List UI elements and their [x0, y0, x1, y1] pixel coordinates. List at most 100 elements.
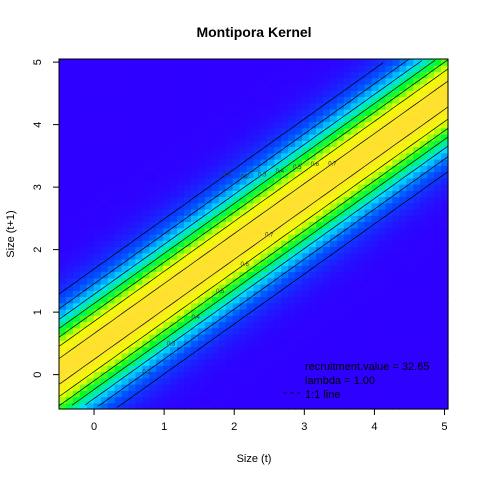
heatmap-cell — [267, 259, 275, 266]
heatmap-cell — [190, 209, 199, 216]
heatmap-cell — [79, 190, 88, 198]
heatmap-cell — [427, 171, 435, 179]
heatmap-cell — [392, 177, 400, 185]
heatmap-cell — [385, 352, 394, 360]
heatmap-cell — [170, 159, 178, 166]
heatmap-cell — [149, 259, 157, 266]
heatmap-cell — [156, 184, 164, 191]
heatmap-cell — [93, 265, 102, 273]
heatmap-cell — [142, 384, 150, 391]
heatmap-cell — [399, 277, 407, 285]
heatmap-cell — [316, 196, 324, 204]
heatmap-cell — [420, 352, 428, 360]
heatmap-cell — [204, 190, 213, 198]
heatmap-cell — [295, 102, 303, 110]
heatmap-cell — [163, 209, 171, 216]
heatmap-cell — [420, 302, 428, 310]
heatmap-cell — [86, 171, 95, 179]
heatmap-cell — [281, 234, 289, 241]
heatmap-cell — [378, 384, 387, 391]
heatmap-cell — [378, 202, 387, 210]
heatmap-cell — [357, 396, 366, 404]
heatmap-cell — [149, 190, 157, 198]
heatmap-cell — [232, 234, 241, 241]
heatmap-cell — [170, 340, 178, 348]
heatmap-cell — [302, 340, 310, 348]
heatmap-cell — [295, 71, 303, 79]
heatmap-cell — [295, 221, 303, 229]
heatmap-cell — [72, 134, 81, 141]
heatmap-cell — [100, 115, 109, 123]
heatmap-cell — [218, 77, 227, 85]
heatmap-cell — [420, 196, 428, 204]
heatmap-cell — [357, 90, 366, 98]
heatmap-cell — [142, 315, 150, 323]
heatmap-cell — [114, 171, 123, 179]
heatmap-cell — [86, 221, 95, 229]
heatmap-cell — [350, 152, 359, 160]
heatmap-cell — [239, 134, 248, 141]
heatmap-cell — [316, 352, 324, 360]
heatmap-cell — [121, 352, 130, 360]
heatmap-cell — [135, 146, 143, 154]
heatmap-cell — [281, 202, 289, 210]
heatmap-cell — [163, 321, 171, 329]
heatmap-cell — [385, 271, 394, 279]
heatmap-cell — [225, 77, 234, 85]
heatmap-cell — [302, 159, 310, 166]
heatmap-cell — [79, 384, 88, 391]
heatmap-cell — [302, 334, 310, 341]
heatmap-cell — [72, 184, 81, 191]
heatmap-cell — [406, 271, 414, 279]
contour-label: 0.2 — [142, 370, 151, 376]
heatmap-cell — [114, 384, 123, 391]
heatmap-cell — [343, 365, 352, 373]
heatmap-cell — [274, 259, 282, 266]
heatmap-cell — [65, 359, 74, 366]
heatmap-cell — [253, 346, 262, 354]
heatmap-cell — [413, 327, 421, 335]
heatmap-cell — [142, 140, 150, 148]
heatmap-cell — [239, 196, 248, 204]
heatmap-cell — [441, 246, 449, 254]
heatmap-cell — [441, 352, 449, 360]
heatmap-cell — [350, 290, 359, 298]
heatmap-cell — [114, 246, 123, 254]
heatmap-cell — [392, 359, 400, 366]
heatmap-cell — [128, 327, 137, 335]
heatmap-cell — [364, 221, 373, 229]
heatmap-cell — [100, 127, 109, 135]
heatmap-cell — [441, 234, 449, 241]
heatmap-cell — [197, 165, 206, 173]
heatmap-cell — [72, 65, 81, 73]
heatmap-cell — [100, 371, 109, 379]
heatmap-cell — [281, 77, 289, 85]
heatmap-cell — [302, 246, 310, 254]
heatmap-cell — [177, 77, 185, 85]
heatmap-cell — [371, 96, 380, 104]
heatmap-cell — [121, 77, 130, 85]
heatmap-cell — [114, 134, 123, 141]
heatmap-cell — [253, 177, 262, 185]
heatmap-cell — [399, 96, 407, 104]
heatmap-cell — [225, 290, 234, 298]
heatmap-cell — [336, 365, 345, 373]
heatmap-cell — [364, 209, 373, 216]
heatmap-cell — [350, 115, 359, 123]
heatmap-cell — [343, 402, 352, 410]
heatmap-cell — [239, 121, 248, 129]
heatmap-cell — [232, 390, 241, 398]
heatmap-cell — [246, 159, 255, 166]
heatmap-cell — [59, 296, 67, 304]
heatmap-cell — [343, 296, 352, 304]
heatmap-cell — [246, 246, 255, 254]
heatmap-cell — [274, 140, 282, 148]
heatmap-cell — [197, 134, 206, 141]
heatmap-cell — [246, 221, 255, 229]
heatmap-cell — [170, 315, 178, 323]
heatmap-cell — [163, 215, 171, 223]
heatmap-cell — [59, 65, 67, 73]
heatmap-cell — [204, 59, 213, 66]
heatmap-cell — [232, 215, 241, 223]
heatmap-cell — [427, 352, 435, 360]
